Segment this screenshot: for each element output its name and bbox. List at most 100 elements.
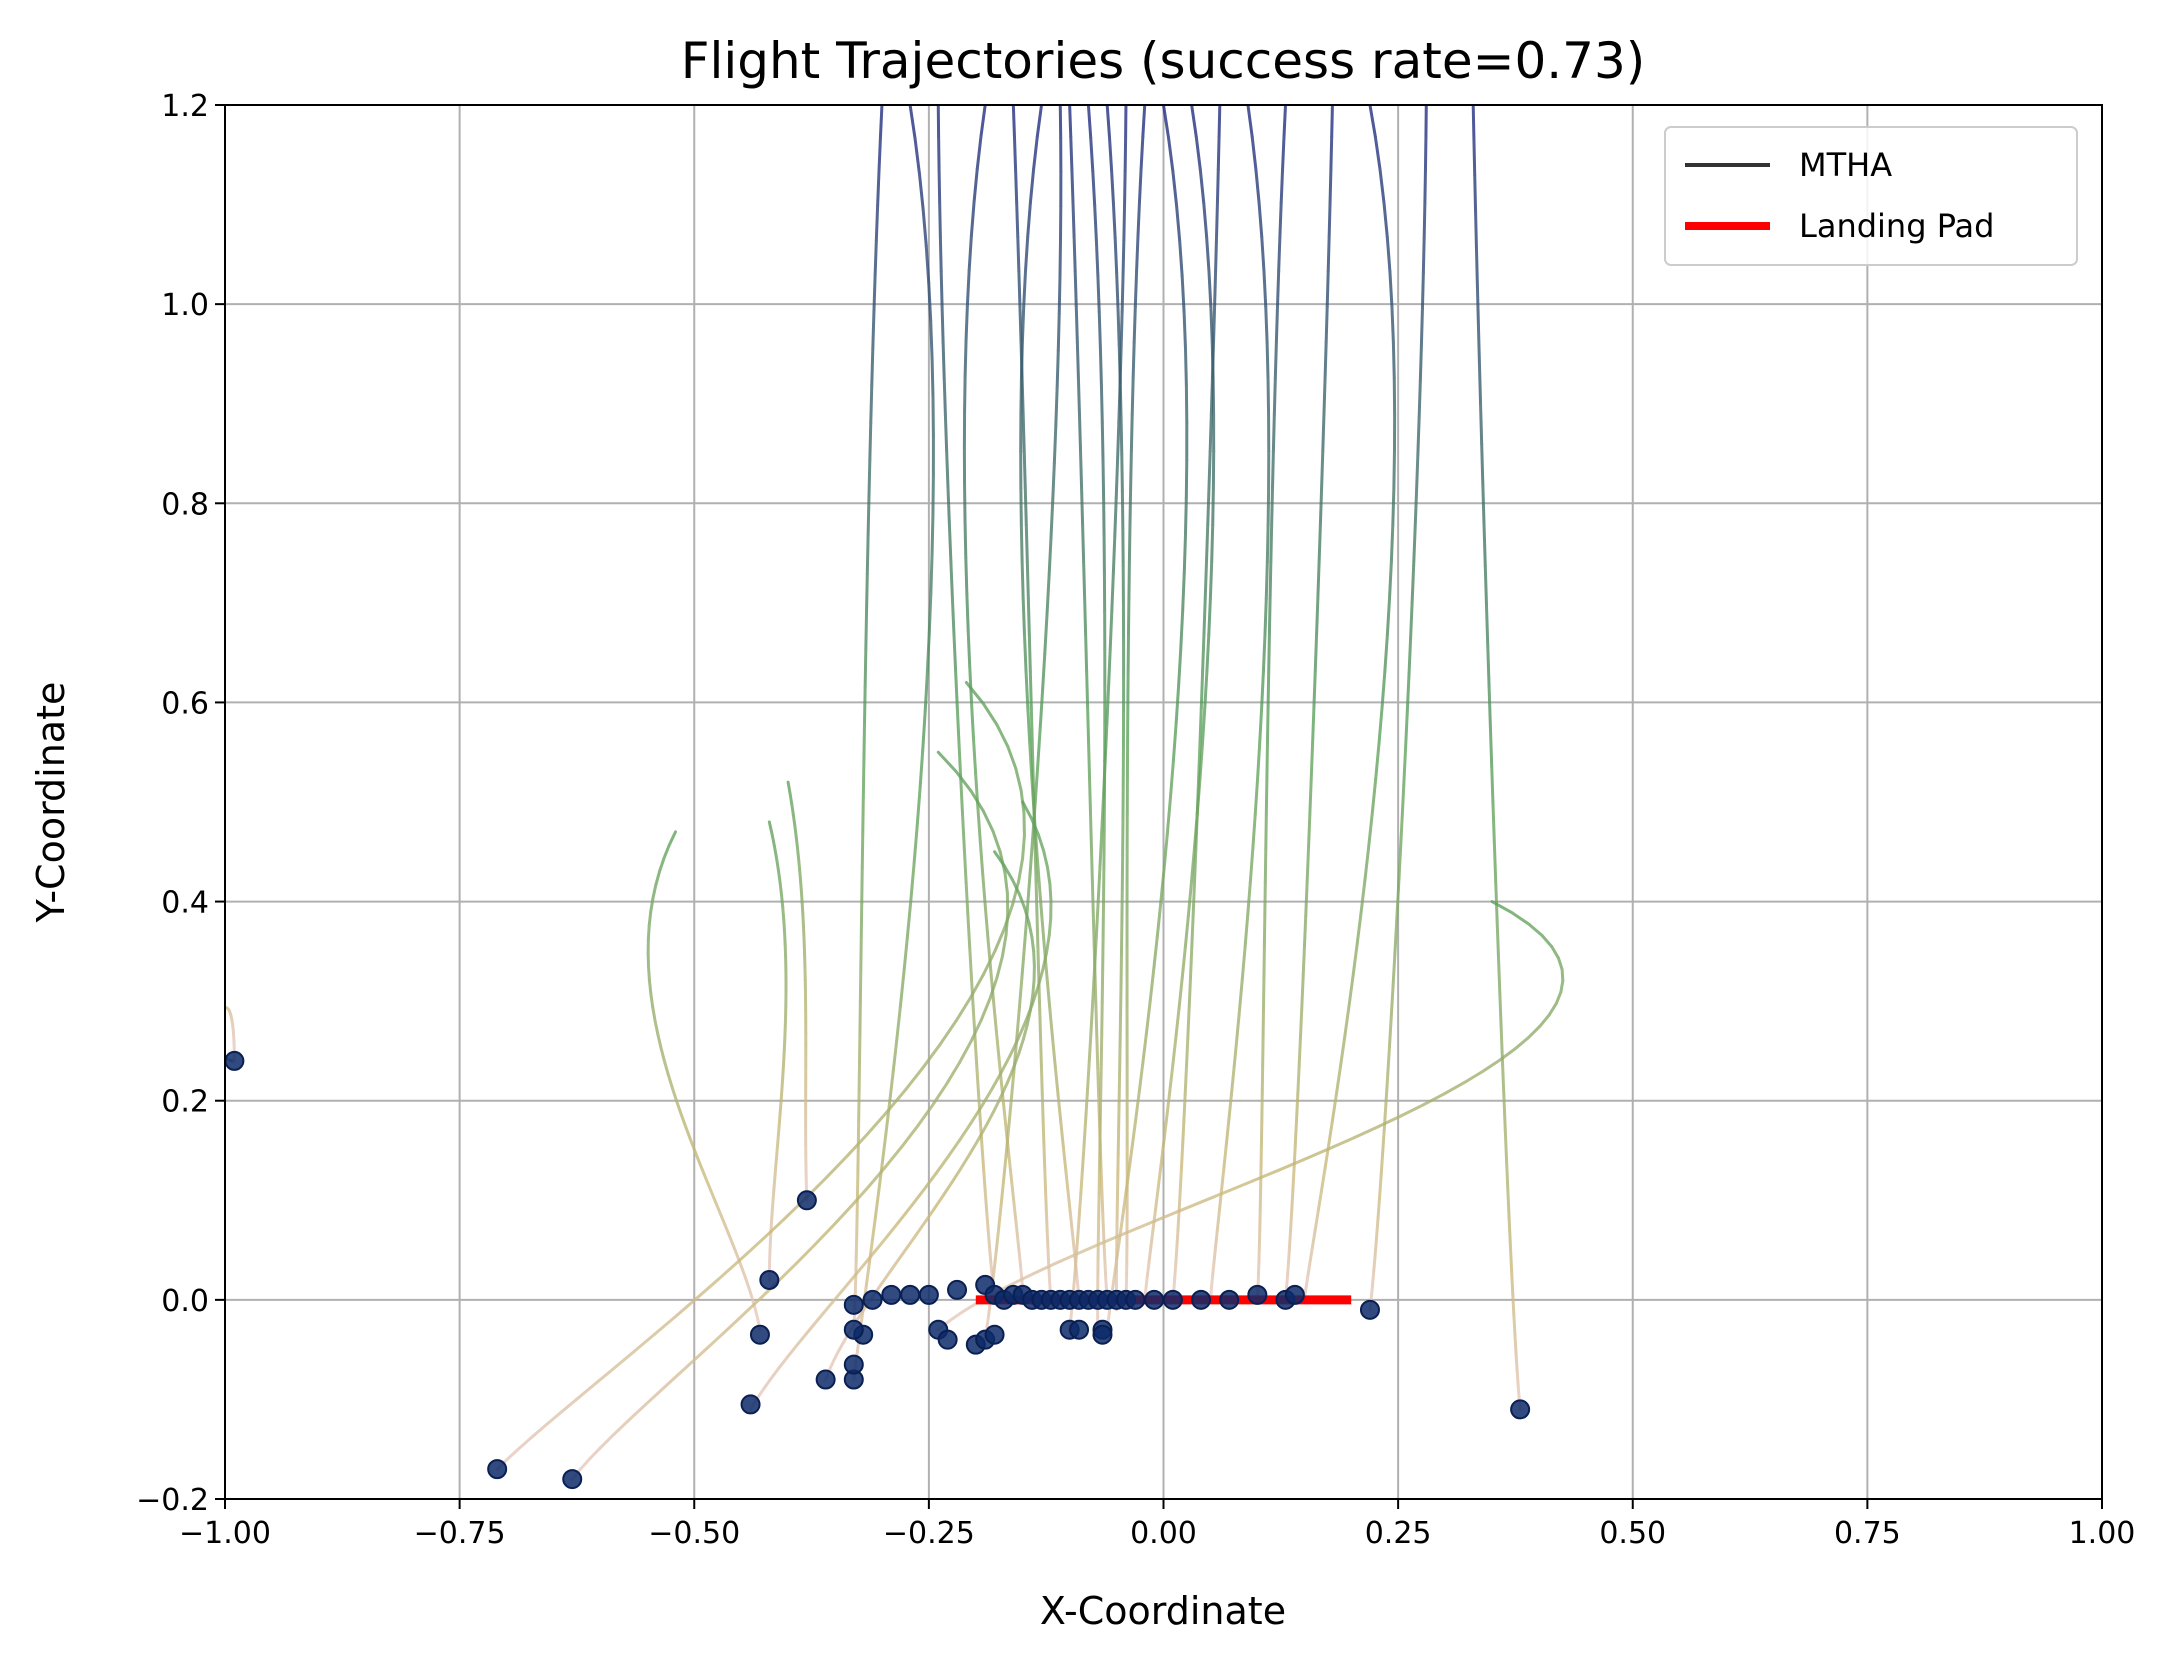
- trajectory-segment: [646, 923, 651, 941]
- trajectory-segment: [975, 135, 983, 171]
- trajectory-segment: [1263, 847, 1268, 885]
- trajectory-segment: [1240, 946, 1247, 982]
- trajectory-segment: [728, 1236, 737, 1251]
- trajectory-segment: [1087, 742, 1092, 781]
- trajectory-segment: [723, 1224, 732, 1240]
- trajectory-segment: [801, 912, 805, 927]
- trajectory-segment: [950, 597, 956, 637]
- trajectory-segment: [1094, 1008, 1099, 1042]
- trajectory-segment: [1547, 1002, 1558, 1017]
- trajectory-segment: [1014, 167, 1019, 205]
- trajectory-segment: [1316, 560, 1321, 601]
- trajectory-segment: [1073, 270, 1078, 309]
- trajectory-segment: [662, 843, 671, 860]
- trajectory-segment: [598, 1435, 614, 1450]
- trajectory-segment: [1000, 933, 1008, 958]
- trajectory-segment: [652, 1315, 677, 1337]
- trajectory-segment: [1471, 105, 1476, 142]
- legend: MTHA Landing Pad: [1664, 126, 2078, 266]
- trajectory-segment: [1389, 985, 1395, 1020]
- trajectory-segment: [1056, 1093, 1063, 1124]
- trajectory-segment: [994, 1029, 1001, 1062]
- trajectory-segment: [1080, 486, 1085, 527]
- trajectory-segment: [1129, 449, 1133, 490]
- trajectory-segment: [1162, 105, 1171, 140]
- trajectory-segment: [1538, 1013, 1551, 1028]
- trajectory-segment: [861, 759, 866, 799]
- trajectory-segment: [1181, 572, 1186, 614]
- trajectory-segment: [1053, 1252, 1079, 1266]
- trajectory-segment: [1325, 270, 1330, 309]
- trajectory-segment: [1238, 978, 1244, 1012]
- trajectory-segment: [961, 812, 966, 851]
- trajectory-segment: [863, 685, 867, 726]
- endpoint-marker: [796, 1190, 817, 1211]
- trajectory-segment: [1014, 766, 1023, 792]
- trajectory-segment: [869, 384, 874, 425]
- trajectory-segment: [954, 996, 972, 1023]
- trajectory-segment: [885, 1219, 902, 1238]
- trajectory-segment: [902, 936, 909, 975]
- trajectory-segment: [965, 268, 971, 307]
- trajectory-segment: [988, 1247, 993, 1266]
- trajectory-segment: [994, 1228, 1001, 1253]
- trajectory: [767, 820, 788, 1282]
- trajectory-segment: [980, 1144, 986, 1172]
- trajectory-segment: [999, 1054, 1012, 1075]
- trajectory-segment: [1351, 1125, 1380, 1140]
- trajectory-segment: [1120, 452, 1124, 493]
- trajectory-segment: [1121, 238, 1126, 278]
- trajectory-segment: [938, 1019, 958, 1046]
- trajectory-segment: [1009, 1071, 1016, 1104]
- trajectory-segment: [885, 1088, 908, 1114]
- trajectory-segment: [1173, 1262, 1178, 1280]
- trajectory-segment: [934, 1155, 950, 1175]
- y-tick-label: 1.2: [161, 89, 209, 124]
- y-tick-label: 1.0: [161, 288, 209, 323]
- trajectory-segment: [1219, 1168, 1226, 1194]
- trajectory-segment: [1147, 1211, 1177, 1225]
- trajectory-segment: [1268, 560, 1273, 601]
- trajectory-segment: [1178, 238, 1184, 278]
- trajectory-segment: [1265, 706, 1270, 746]
- trajectory-segment: [1021, 413, 1026, 453]
- trajectory-segment: [922, 1171, 938, 1191]
- trajectory-segment: [1258, 706, 1264, 746]
- trajectory-segment: [516, 1436, 533, 1451]
- trajectory-segment: [1181, 1120, 1186, 1148]
- trajectory-segment: [1481, 483, 1486, 527]
- trajectory-segment: [993, 926, 1007, 953]
- trajectory-segment: [1301, 1147, 1331, 1162]
- trajectory-segment: [1516, 1385, 1521, 1401]
- trajectory-segment: [1246, 881, 1252, 918]
- trajectory-segment: [1388, 560, 1393, 601]
- trajectory-segment: [529, 1424, 547, 1440]
- trajectory-segment: [997, 1205, 1003, 1232]
- trajectory-segment: [917, 172, 925, 211]
- trajectory-segment: [924, 244, 931, 285]
- trajectory-segment: [1061, 1144, 1068, 1172]
- trajectory-segment: [976, 1124, 988, 1142]
- trajectory-segment: [1096, 1066, 1101, 1097]
- trajectory-segment: [1442, 1081, 1466, 1096]
- trajectory-segment: [1044, 1190, 1048, 1214]
- trajectory-segment: [1100, 421, 1105, 462]
- trajectory-segment: [1127, 523, 1132, 564]
- trajectory-segment: [733, 1247, 741, 1262]
- trajectory-segment: [1300, 978, 1305, 1012]
- trajectory-segment: [989, 1071, 1003, 1092]
- trajectory-segment: [927, 592, 933, 635]
- trajectory-segment: [1117, 384, 1122, 425]
- endpoint-marker: [984, 1324, 1005, 1345]
- trajectory-segment: [1392, 449, 1396, 490]
- trajectory-segment: [1477, 363, 1483, 406]
- x-tick-label: −0.75: [414, 1516, 506, 1551]
- trajectory-segment: [1560, 967, 1565, 983]
- trajectory-segment: [1115, 271, 1120, 310]
- trajectory-segment: [1180, 274, 1186, 314]
- endpoint-marker: [487, 1459, 508, 1480]
- trajectory-segment: [1102, 1247, 1107, 1266]
- trajectory-segment: [668, 1365, 689, 1384]
- trajectory-segment: [1321, 413, 1326, 453]
- trajectory-segment: [1066, 1190, 1072, 1214]
